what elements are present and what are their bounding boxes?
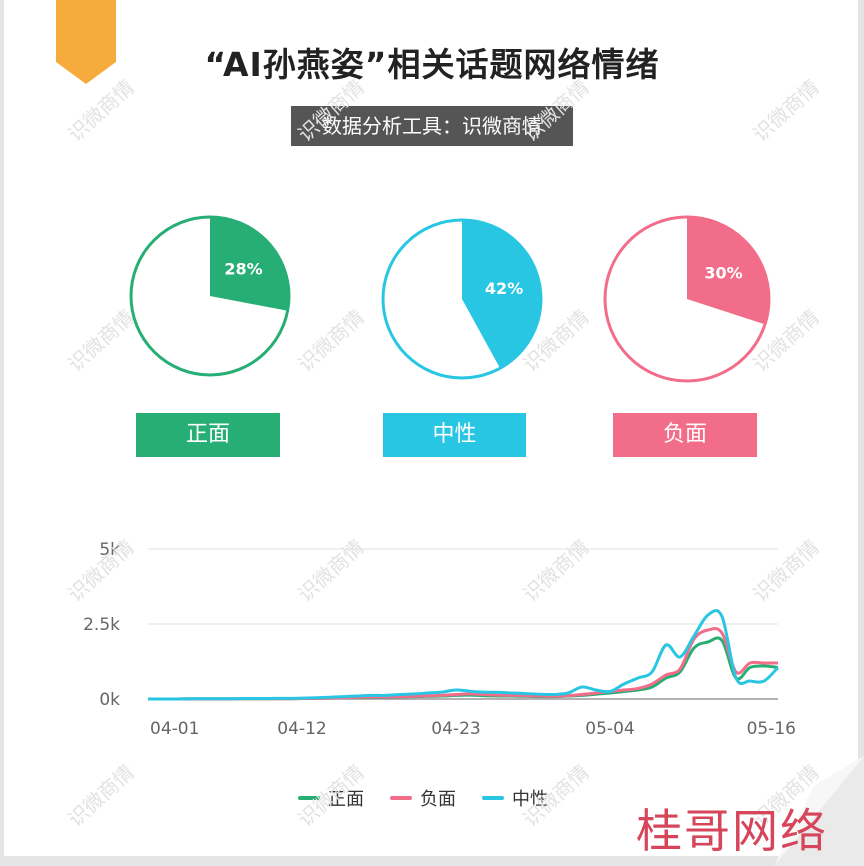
legend-swatch bbox=[298, 796, 320, 800]
page-curl bbox=[774, 756, 864, 866]
x-tick-label: 04-23 bbox=[431, 719, 480, 739]
y-tick-label: 0k bbox=[99, 690, 120, 710]
neutral-series-line bbox=[148, 609, 780, 701]
positive-pie-slice bbox=[210, 217, 290, 311]
negative-label-box: 负面 bbox=[613, 413, 757, 457]
legend-item: 正面 bbox=[298, 785, 364, 811]
legend-item: 中性 bbox=[482, 785, 548, 811]
negative-series-line bbox=[148, 627, 778, 701]
sentiment-trend-chart: 5k 2.5k 0k 04-01 04-12 04-23 05-04 05-16 bbox=[83, 540, 796, 739]
x-tick-label: 04-01 bbox=[150, 719, 199, 739]
negative-pie-slice bbox=[687, 217, 769, 325]
data-source-badge: 数据分析工具：识微商情 bbox=[291, 106, 573, 146]
y-tick-label: 2.5k bbox=[83, 615, 120, 635]
corner-ribbon bbox=[56, 0, 116, 84]
legend-label: 负面 bbox=[420, 789, 456, 810]
legend-label: 中性 bbox=[512, 789, 548, 810]
neutral-pie-value: 42% bbox=[485, 279, 523, 298]
legend-item: 负面 bbox=[390, 785, 456, 811]
positive-label-box: 正面 bbox=[136, 413, 280, 457]
x-tick-label: 05-04 bbox=[585, 719, 634, 739]
sentiment-pie-charts: 28% 42% 30% bbox=[129, 215, 771, 383]
legend-label: 正面 bbox=[328, 789, 364, 810]
legend-swatch bbox=[482, 796, 504, 800]
y-tick-label: 5k bbox=[99, 540, 120, 560]
legend-swatch bbox=[390, 796, 412, 800]
x-tick-label: 05-16 bbox=[747, 719, 796, 739]
positive-pie-value: 28% bbox=[224, 259, 262, 278]
trend-legend: 正面 负面 中性 bbox=[298, 786, 574, 810]
neutral-label-box: 中性 bbox=[383, 413, 526, 457]
signature-text: 桂哥网络 bbox=[636, 804, 828, 858]
page-title: “AI孙燕姿”相关话题网络情绪 bbox=[204, 45, 660, 84]
negative-pie-value: 30% bbox=[704, 263, 742, 282]
x-tick-label: 04-12 bbox=[277, 719, 326, 739]
neutral-pie-slice bbox=[462, 220, 541, 369]
